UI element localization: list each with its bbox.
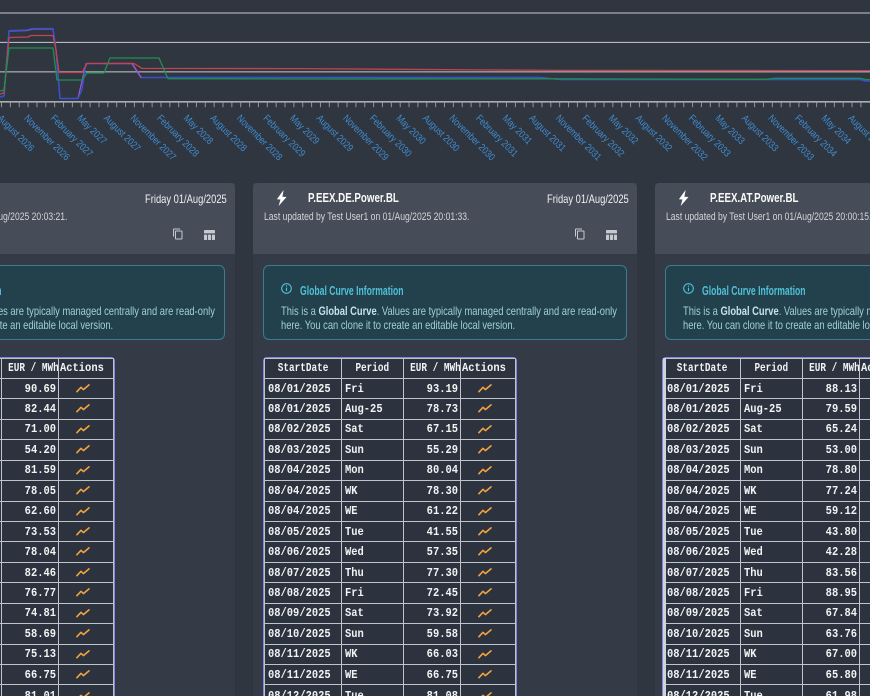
- svg-text:August 2034: August 2034: [846, 113, 870, 154]
